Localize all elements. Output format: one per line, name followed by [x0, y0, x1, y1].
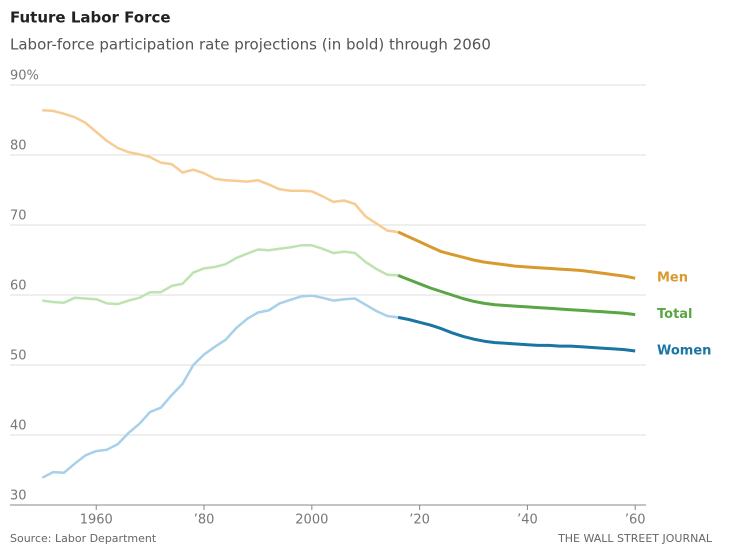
- series-label: Men: [657, 271, 688, 286]
- y-tick-label: 50: [10, 349, 27, 364]
- y-tick-label: 90%: [10, 69, 39, 84]
- projection-line: [397, 274, 636, 317]
- series-label: Women: [657, 344, 711, 359]
- history-line: [42, 108, 399, 234]
- history-line: [41, 294, 399, 479]
- y-tick-label: 70: [10, 209, 27, 224]
- x-tick-label: ’60: [625, 513, 646, 528]
- history-line: [42, 244, 399, 306]
- y-tick-label: 60: [10, 279, 27, 294]
- projection-line: [397, 315, 636, 353]
- y-tick-label: 30: [10, 489, 27, 504]
- x-tick-label: ’80: [194, 513, 215, 528]
- x-tick-label: ’40: [517, 513, 538, 528]
- y-tick-label: 40: [10, 419, 27, 434]
- projection-line: [397, 230, 636, 280]
- chart-subtitle: Labor-force participation rate projectio…: [10, 36, 491, 54]
- x-tick-label: ’20: [409, 513, 430, 528]
- y-tick-label: 80: [10, 139, 27, 154]
- source: Source: Labor Department: [10, 532, 157, 545]
- series-label: Total: [657, 307, 693, 322]
- credit: THE WALL STREET JOURNAL: [557, 532, 713, 545]
- x-tick-label: 2000: [295, 513, 328, 528]
- chart-title: Future Labor Force: [10, 9, 171, 27]
- x-tick-label: 1960: [80, 513, 113, 528]
